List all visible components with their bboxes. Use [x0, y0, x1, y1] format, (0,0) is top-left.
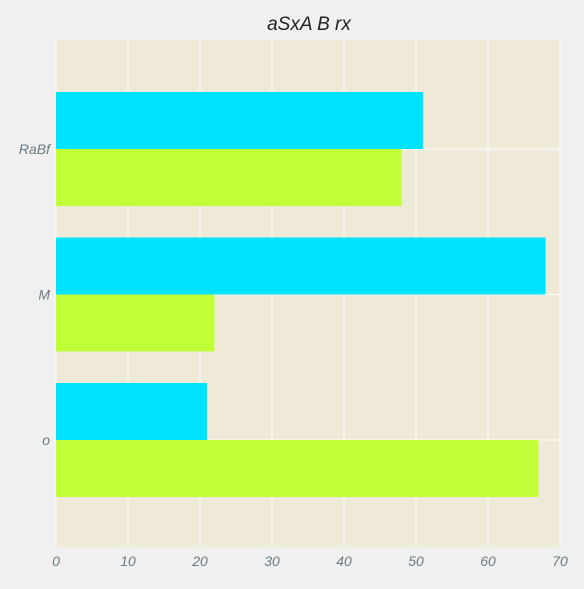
y-tick-label: o	[42, 432, 50, 448]
x-tick-label: 0	[52, 553, 60, 569]
y-axis-tick-labels: o M RaBf	[19, 141, 52, 448]
x-axis-tick-labels: 0 10 20 30 40 50 60 70	[52, 553, 568, 569]
bar-series-1-o	[56, 440, 539, 497]
bar-series-2-o	[56, 383, 208, 440]
x-tick-label: 10	[120, 553, 136, 569]
x-tick-label: 50	[408, 553, 424, 569]
chart-title: aSxA B rx	[267, 14, 352, 35]
y-tick-label: M	[38, 287, 50, 303]
x-tick-label: 30	[264, 553, 280, 569]
x-tick-label: 70	[552, 553, 568, 569]
bar-series-2-RaBf	[56, 92, 424, 149]
x-tick-label: 60	[480, 553, 496, 569]
x-tick-label: 20	[191, 553, 208, 569]
y-tick-label: RaBf	[19, 141, 52, 157]
bar-series-1-RaBf	[56, 149, 402, 206]
bars	[56, 92, 546, 497]
bar-series-1-M	[56, 294, 215, 352]
x-tick-label: 40	[336, 553, 352, 569]
bar-series-2-M	[56, 237, 546, 295]
